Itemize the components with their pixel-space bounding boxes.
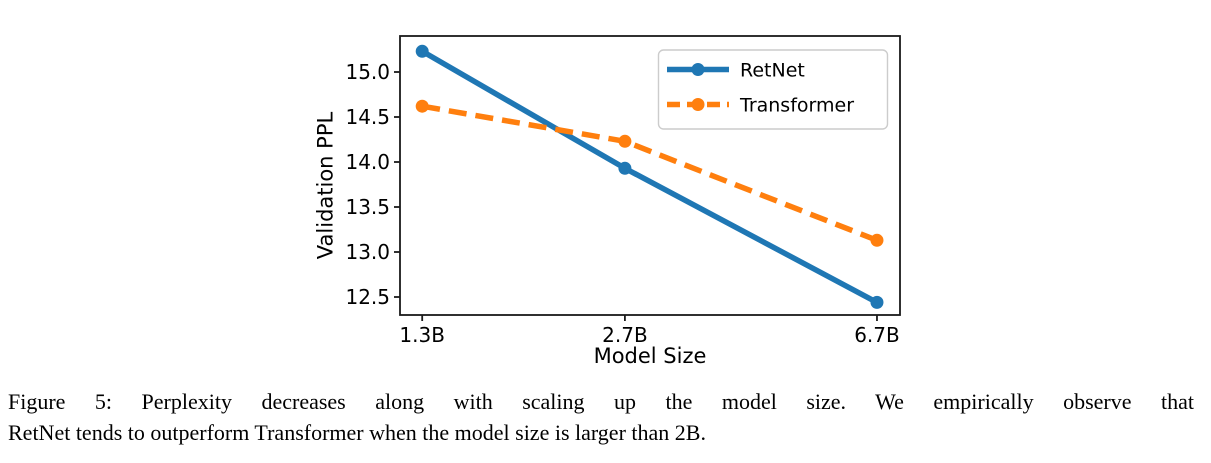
caption-line-2: RetNet tends to outperform Transformer w… xyxy=(8,420,706,445)
transformer-marker xyxy=(870,233,884,247)
x-axis: 1.3B 2.7B 6.7B xyxy=(399,315,900,347)
y-axis-label: Validation PPL xyxy=(313,111,338,260)
y-tick-label: 14.0 xyxy=(345,150,390,174)
legend-item-transformer: Transformer xyxy=(667,95,854,117)
legend-transformer-marker xyxy=(691,98,705,111)
y-tick-label: 13.0 xyxy=(345,240,390,264)
plot-frame xyxy=(399,35,901,316)
legend-retnet-label: RetNet xyxy=(740,60,805,82)
y-tick-label: 13.5 xyxy=(345,195,390,219)
transformer-marker xyxy=(415,99,429,113)
y-tick-label: 15.0 xyxy=(345,60,390,84)
x-tick-label: 1.3B xyxy=(399,323,445,347)
transformer-marker xyxy=(618,134,632,148)
y-tick-label: 12.5 xyxy=(345,285,390,309)
figure-caption: Figure 5: Perplexity decreases along wit… xyxy=(8,386,1194,448)
x-tick-label: 2.7B xyxy=(602,323,648,347)
legend: RetNet Transformer xyxy=(657,49,889,130)
line-chart: 15.0 14.5 14.0 13.5 13.0 12.5 1.3B 2.7B 6.7B RetN… xyxy=(345,35,901,347)
x-tick-label: 6.7B xyxy=(854,323,900,347)
x-axis-label: Model Size xyxy=(593,344,707,368)
retnet-marker xyxy=(415,44,429,58)
series-retnet xyxy=(415,44,884,309)
y-axis: 15.0 14.5 14.0 13.5 13.0 12.5 xyxy=(345,60,400,309)
series-transformer xyxy=(415,99,884,247)
caption-line-1: Figure 5: Perplexity decreases along wit… xyxy=(8,389,1194,414)
legend-transformer-label: Transformer xyxy=(739,95,854,117)
retnet-marker xyxy=(618,161,632,175)
y-tick-label: 14.5 xyxy=(345,105,390,129)
legend-retnet-marker xyxy=(691,63,705,76)
retnet-marker xyxy=(870,295,884,309)
legend-item-retnet: RetNet xyxy=(667,60,805,82)
